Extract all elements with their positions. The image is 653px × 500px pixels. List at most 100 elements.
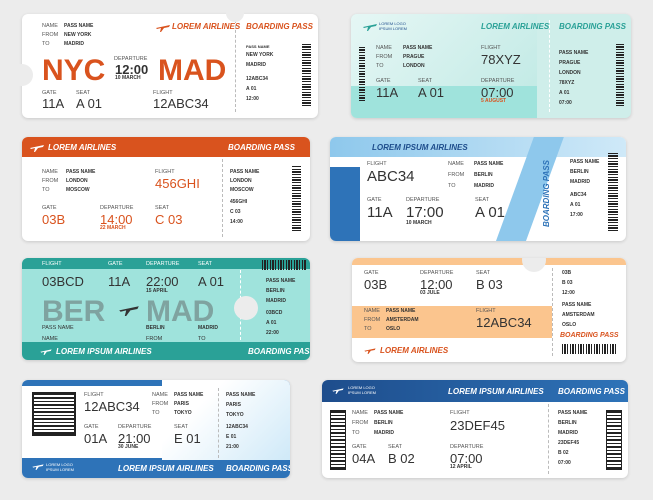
departure-date: 30 JUNE	[118, 444, 139, 450]
boarding-pass-title: BOARDING PASS	[226, 464, 290, 473]
seat-value: B 03	[476, 277, 503, 292]
stub-flight: ABC34	[570, 192, 587, 198]
stub-flight: 03BCD	[266, 310, 283, 316]
pass-name: PASS NAME	[174, 392, 204, 398]
pass-name: PASS NAME	[386, 308, 416, 314]
logo-plane-icon	[332, 388, 344, 394]
plane-icon	[156, 25, 170, 32]
stub-time: 07:00	[559, 100, 572, 106]
footer-plane-icon	[40, 349, 52, 355]
boarding-pass-title: BOARDING PASS	[228, 143, 295, 152]
flight-label: FLIGHT	[481, 45, 501, 51]
pass-name-label: PASS NAME	[42, 325, 74, 331]
seat-value: A 01	[198, 274, 225, 289]
to-city: MADRID	[198, 325, 218, 331]
departure-time: 07:00	[481, 85, 514, 100]
departure-label: DEPARTURE	[118, 424, 152, 430]
gate-value: 11A	[108, 274, 131, 289]
stub-name: PASS NAME	[230, 169, 260, 175]
stub-seat: B 02	[558, 450, 569, 456]
pass-name: PASS NAME	[66, 169, 96, 175]
departure-time: 21:00	[118, 431, 151, 446]
logo-text: LOREM LOGO IPSUM LOREM	[348, 385, 377, 395]
name-label: NAME	[42, 336, 58, 342]
stub-to: MADRID	[558, 430, 578, 436]
departure-time: 17:00	[406, 204, 444, 221]
stub-from: PARIS	[226, 402, 241, 408]
gate-value: 01A	[84, 431, 108, 446]
seat-label: SEAT	[476, 270, 490, 276]
to-label: TO	[364, 326, 372, 332]
departure-label: DEPARTURE	[114, 56, 148, 62]
seat-label: SEAT	[76, 90, 90, 96]
logo-text: LOREM LOGO IPSUM LOREM	[46, 462, 75, 472]
from-city: AMSTERDAM	[386, 317, 419, 323]
flight-label: FLIGHT	[367, 161, 387, 167]
departure-date: 15 APRIL	[146, 288, 168, 294]
name-label: NAME	[364, 308, 380, 314]
plane-icon	[30, 145, 44, 152]
departure-date: 5 AUGUST	[481, 98, 507, 104]
stub-flight: 23DEF45	[558, 440, 580, 446]
stub-qr-code	[606, 410, 622, 470]
plane-icon	[119, 306, 139, 316]
airline-name: LOREM AIRLINES	[48, 143, 117, 152]
gate-label: GATE	[42, 90, 57, 96]
gate-label: GATE	[42, 205, 57, 211]
airline-name: LOREM AIRLINES	[380, 346, 449, 355]
to-city: MOSCOW	[66, 187, 90, 193]
barcode	[262, 260, 306, 270]
qr-code	[32, 392, 76, 436]
flight-value: 12ABC34	[84, 399, 140, 414]
departure-time: 12:00	[115, 62, 149, 77]
stub-to: MOSCOW	[230, 187, 254, 193]
boarding-pass-title: BOARDING PASS	[560, 332, 619, 339]
departure-label: DEPARTURE	[100, 205, 134, 211]
from-city: PRAGUE	[403, 54, 425, 60]
ticket-ber-mad-teal: FLIGHT GATE DEPARTURE SEAT 03BCD 11A 22:…	[22, 258, 310, 360]
flight-value: 12ABC34	[153, 96, 209, 111]
airline-name: LOREM IPSUM AIRLINES	[448, 387, 544, 396]
stub-time: 22:00	[266, 330, 279, 336]
stub-from: NEW YORK	[246, 52, 274, 58]
stub-from: LONDON	[230, 178, 252, 184]
stub-seat: A 01	[266, 320, 277, 326]
from-label: FROM	[376, 54, 393, 60]
stub-time: 17:00	[570, 212, 583, 218]
stub-time: 21:00	[226, 444, 239, 450]
departure-time: 14:00	[100, 212, 133, 227]
ticket-nyc-mad: NAME PASS NAME FROM NEW YORK TO MADRID L…	[22, 14, 318, 118]
barcode	[292, 165, 301, 231]
boarding-pass-title: BOARDING PASS	[248, 347, 310, 356]
departure-label: DEPARTURE	[481, 78, 515, 84]
departure-time: 07:00	[450, 451, 483, 466]
stub-from: BERLIN	[558, 420, 577, 426]
from-city: BERLIN	[474, 172, 493, 178]
departure-time: 12:00	[420, 277, 453, 292]
name-label: NAME	[42, 23, 58, 29]
gate-label: GATE	[352, 444, 367, 450]
departure-date: 03 JULE	[420, 290, 440, 296]
to-label: TO	[42, 187, 50, 193]
stub-seat: C 03	[230, 209, 241, 215]
destination-code: MAD	[158, 54, 227, 87]
stub-from: AMSTERDAM	[562, 312, 595, 318]
flight-label: FLIGHT	[42, 261, 62, 267]
stub-name: PASS NAME	[558, 410, 588, 416]
flight-value: 12ABC34	[476, 315, 532, 330]
flight-label: FLIGHT	[476, 308, 496, 314]
to-label: TO	[198, 336, 206, 342]
flight-value: 456GHI	[155, 176, 200, 191]
flight-value: 23DEF45	[450, 418, 505, 433]
pass-name: PASS NAME	[374, 410, 404, 416]
gate-value: 11A	[367, 204, 393, 221]
from-label: FROM	[152, 401, 169, 407]
stub-from: BERLIN	[570, 169, 589, 175]
from-city: NEW YORK	[64, 32, 92, 38]
gate-value: 03B	[364, 277, 388, 292]
to-label: TO	[352, 430, 360, 436]
seat-label: SEAT	[198, 261, 212, 267]
stub-time: 14:00	[230, 219, 243, 225]
departure-date: 22 MARCH	[100, 225, 126, 231]
departure-date: 10 MARCH	[406, 220, 432, 226]
